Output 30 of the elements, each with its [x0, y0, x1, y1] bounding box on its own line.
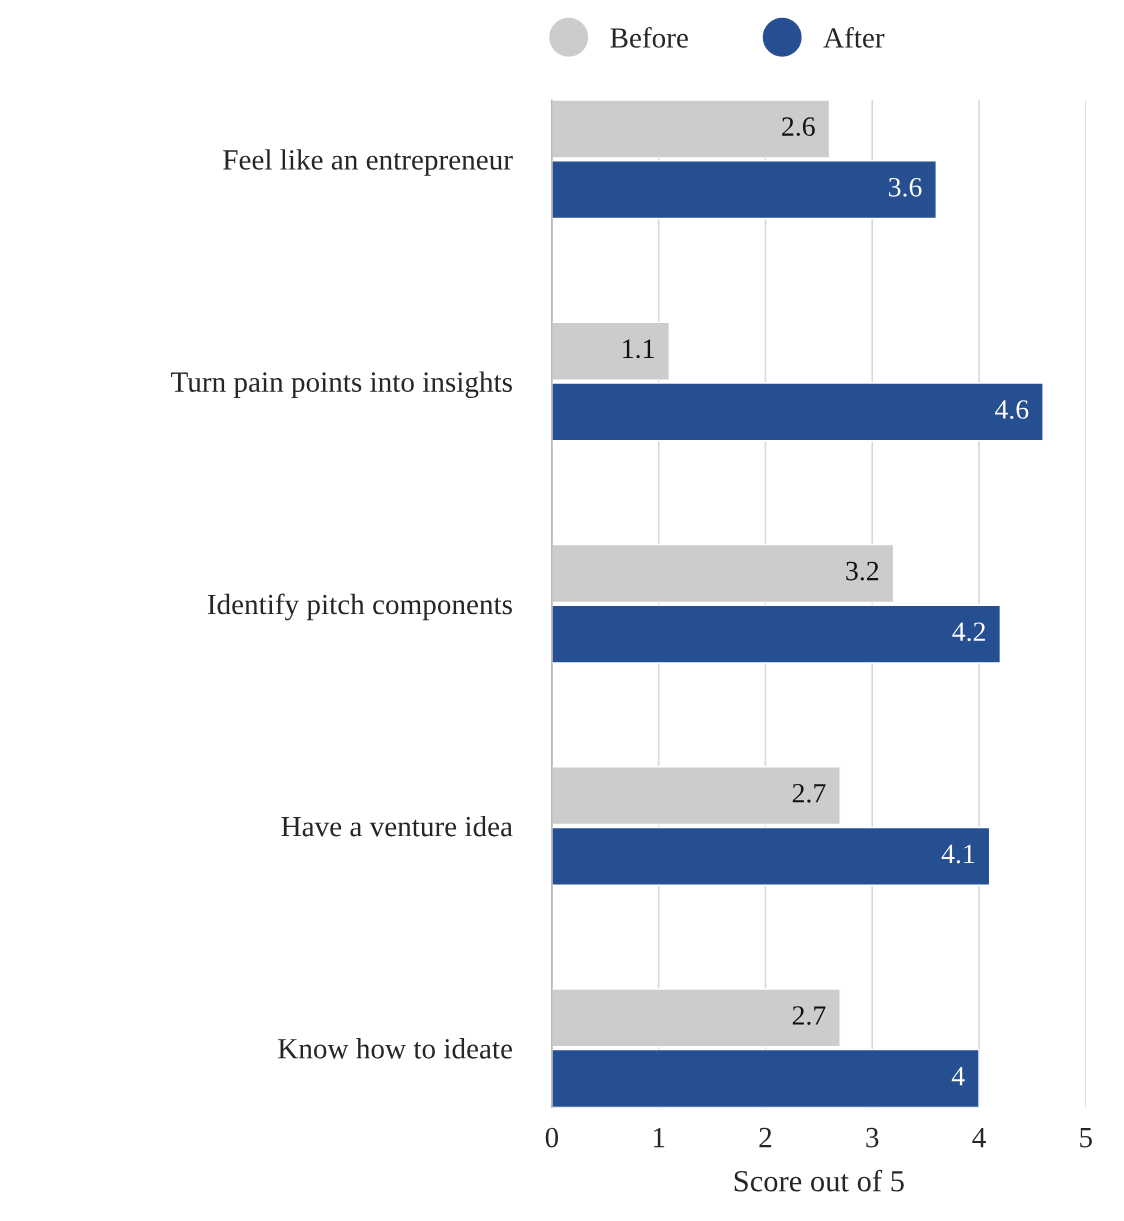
data-label: 3.2: [846, 561, 879, 581]
data-label: 2.7: [792, 783, 826, 803]
bar: [551, 826, 991, 886]
y-tick-label: Know how to ideate: [278, 1038, 512, 1059]
bar: [551, 543, 895, 604]
data-label: 4.1: [941, 844, 975, 864]
x-tick-label: 2: [759, 1127, 772, 1148]
data-label: 4: [951, 1066, 965, 1086]
data-label: 3.6: [889, 177, 922, 197]
x-axis-title: Score out of 5: [734, 1169, 904, 1192]
y-tick-label: Have a venture idea: [281, 815, 513, 837]
x-tick-label: 0: [545, 1127, 559, 1148]
legend-label: Before: [610, 26, 688, 48]
data-label: 4.6: [995, 400, 1029, 419]
y-tick-label: Feel like an entrepreneur: [223, 149, 513, 176]
x-tick-label: 5: [1080, 1128, 1092, 1148]
y-tick-label: Identify pitch components: [207, 593, 512, 621]
data-label: 1.1: [623, 339, 654, 359]
bar: [551, 766, 841, 826]
legend-label: After: [823, 26, 885, 48]
bar: [551, 988, 841, 1048]
data-label: 2.7: [792, 1006, 826, 1025]
bar: [551, 604, 1002, 664]
bar: [551, 1048, 980, 1108]
data-label: 2.6: [782, 117, 815, 137]
y-tick-label: Turn pain points into insights: [171, 371, 512, 398]
x-tick-label: 1: [653, 1127, 665, 1148]
data-label: 4.2: [952, 622, 985, 642]
x-tick-label: 4: [972, 1127, 986, 1148]
x-tick-label: 3: [866, 1127, 879, 1148]
